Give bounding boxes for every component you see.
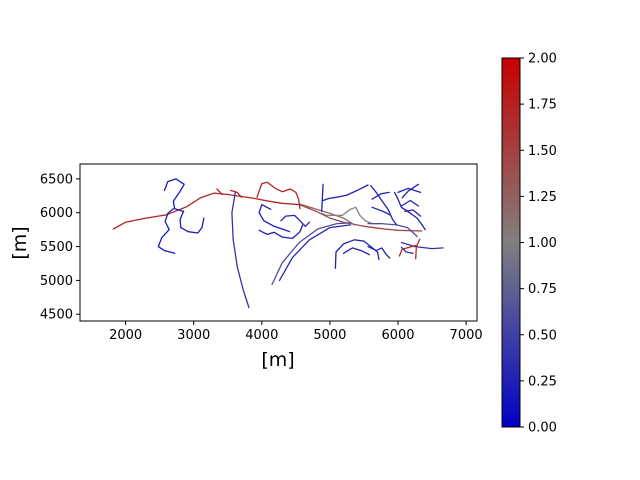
network-segment-12 xyxy=(280,214,311,227)
network-segment-21 xyxy=(371,206,391,216)
y-tick-label: 6500 xyxy=(40,172,73,187)
network-segment-16 xyxy=(321,183,324,213)
colorbar-tick-label: 1.25 xyxy=(528,190,557,205)
x-axis-label: [m] xyxy=(261,349,294,371)
y-tick-label: 5500 xyxy=(40,240,73,255)
x-axis: 2000 3000 4000 5000 6000 7000 xyxy=(109,321,483,343)
x-tick-label: 3000 xyxy=(177,328,210,343)
network-segment-26 xyxy=(401,183,420,199)
x-tick-label: 6000 xyxy=(381,328,414,343)
x-tick-label: 7000 xyxy=(450,328,483,343)
network-segment-0 xyxy=(112,192,300,230)
network-segment-24 xyxy=(400,199,420,207)
colorbar-tick-label: 0.50 xyxy=(528,328,557,343)
network-segment-4 xyxy=(157,208,176,254)
x-tick-label: 2000 xyxy=(109,328,142,343)
colorbar-tick-label: 1.50 xyxy=(528,144,557,159)
network-segment-23 xyxy=(397,187,422,194)
y-axis: 4500 5000 5500 6000 6500 xyxy=(40,172,80,323)
network-segment-19 xyxy=(370,185,398,226)
y-tick-label: 5000 xyxy=(40,274,73,289)
network-segment-33 xyxy=(400,246,414,254)
y-tick-label: 4500 xyxy=(40,308,73,323)
network-segment-7 xyxy=(229,189,243,198)
network-segment-15 xyxy=(322,184,369,202)
colorbar-tick-label: 1.00 xyxy=(528,236,557,251)
network-segment-3 xyxy=(163,178,185,213)
colorbar: 0.00 0.25 0.50 0.75 1.00 1.25 1.50 1.75 2.00 xyxy=(501,52,557,436)
network-segment-20 xyxy=(371,191,390,200)
network-segment-6 xyxy=(231,191,250,309)
colorbar-tick-label: 2.00 xyxy=(528,52,557,67)
network-segment-22 xyxy=(393,191,426,231)
colorbar-tick-label: 0.00 xyxy=(528,421,557,436)
plot-frame xyxy=(79,163,478,322)
network-segment-28 xyxy=(342,247,371,256)
network-segment-32 xyxy=(415,245,418,260)
network-segment-30 xyxy=(400,241,444,250)
y-tick-label: 6000 xyxy=(40,206,73,221)
network-segment-11 xyxy=(258,224,304,240)
network-segment-31 xyxy=(398,238,421,257)
network-segment-29 xyxy=(367,245,391,259)
x-tick-label: 5000 xyxy=(313,328,346,343)
colorbar-ticks: 0.00 0.25 0.50 0.75 1.00 1.25 1.50 1.75 2.00 xyxy=(520,52,557,436)
network-segment-13 xyxy=(271,222,351,286)
colorbar-tick-label: 1.75 xyxy=(528,98,557,113)
network-segment-8 xyxy=(216,188,223,196)
network-segment-17 xyxy=(321,206,382,225)
network-segment-5 xyxy=(179,210,205,234)
colorbar-tick-label: 0.75 xyxy=(528,282,557,297)
network-segment-10 xyxy=(258,203,291,233)
network-segment-2 xyxy=(298,203,356,226)
network-segment-25 xyxy=(404,209,422,217)
x-tick-label: 4000 xyxy=(245,328,278,343)
network-lines xyxy=(112,178,444,309)
colorbar-tick-label: 0.25 xyxy=(528,374,557,389)
network-segment-9 xyxy=(256,181,301,210)
plot-area: 2000 3000 4000 5000 6000 7000 4500 5000 5500 600… xyxy=(40,163,483,343)
y-axis-label: [m] xyxy=(9,226,31,259)
network-segment-14 xyxy=(278,224,351,282)
colorbar-gradient xyxy=(501,57,521,428)
